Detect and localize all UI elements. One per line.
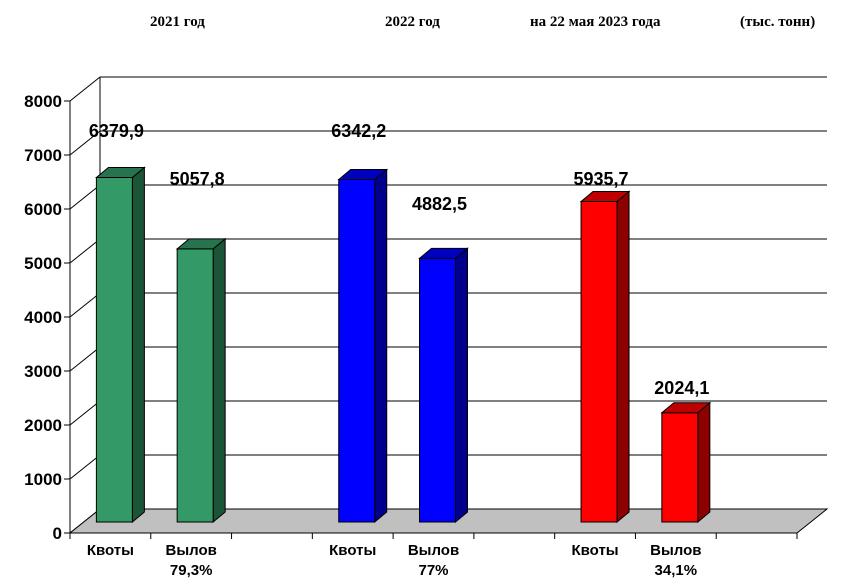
bar xyxy=(580,200,618,523)
bar-top xyxy=(579,190,631,202)
gridline-side xyxy=(69,292,101,318)
data-label: 5935,7 xyxy=(574,169,629,189)
header-year-2022: 2022 год xyxy=(385,14,440,30)
x-tick-label: Вылов xyxy=(165,542,216,559)
y-tick-label: 6000 xyxy=(24,200,62,219)
x-tick-sublabel: 77% xyxy=(418,562,448,579)
gridline-side xyxy=(69,130,101,156)
x-tick-sublabel: 34,1% xyxy=(655,562,698,579)
data-label: 4882,5 xyxy=(412,194,467,214)
y-tick-label: 8000 xyxy=(24,92,62,111)
data-label: 5057,8 xyxy=(170,169,225,189)
gridline-side xyxy=(69,238,101,264)
bar xyxy=(338,179,376,523)
header-year-2021: 2021 год xyxy=(150,14,205,30)
y-tick-label: 2000 xyxy=(24,416,62,435)
gridline-side xyxy=(69,400,101,426)
bar-side xyxy=(131,166,145,524)
bar-side xyxy=(616,190,630,524)
bar-top xyxy=(95,166,146,178)
header-unit: (тыс. тонн) xyxy=(740,14,816,30)
y-tick-label: 4000 xyxy=(24,308,62,327)
gridline-side xyxy=(69,184,101,210)
bar-side xyxy=(697,401,711,524)
x-tick-sublabel: 79,3% xyxy=(170,562,213,579)
bar-side xyxy=(212,237,226,524)
gridline-side xyxy=(69,76,101,102)
bar-top xyxy=(418,247,469,259)
bar xyxy=(95,176,133,523)
data-label: 6379,9 xyxy=(89,121,144,141)
bar xyxy=(176,248,214,523)
header-date-2023: на 22 мая 2023 года xyxy=(530,14,661,30)
bar-top xyxy=(337,169,389,181)
x-tick-label: Квоты xyxy=(571,542,618,559)
x-tick-label: Вылов xyxy=(408,542,459,559)
y-tick-label: 7000 xyxy=(24,146,62,165)
y-tick-label: 3000 xyxy=(24,362,62,381)
bar xyxy=(661,412,699,523)
data-label: 6342,2 xyxy=(331,121,386,141)
bar-side xyxy=(455,247,468,524)
bar-side xyxy=(374,168,388,524)
x-tick-label: Квоты xyxy=(329,542,376,559)
y-tick-label: 5000 xyxy=(24,254,62,273)
data-label: 2024,1 xyxy=(654,378,709,398)
x-tick-label: Вылов xyxy=(650,542,701,559)
x-tick-label: Квоты xyxy=(87,542,134,559)
bar-top xyxy=(175,238,227,250)
bar-top xyxy=(660,402,712,414)
bar xyxy=(419,257,456,523)
y-tick-label: 0 xyxy=(53,524,62,543)
gridline-side xyxy=(69,346,101,372)
gridline-side xyxy=(69,454,101,480)
y-tick-label: 1000 xyxy=(24,470,62,489)
